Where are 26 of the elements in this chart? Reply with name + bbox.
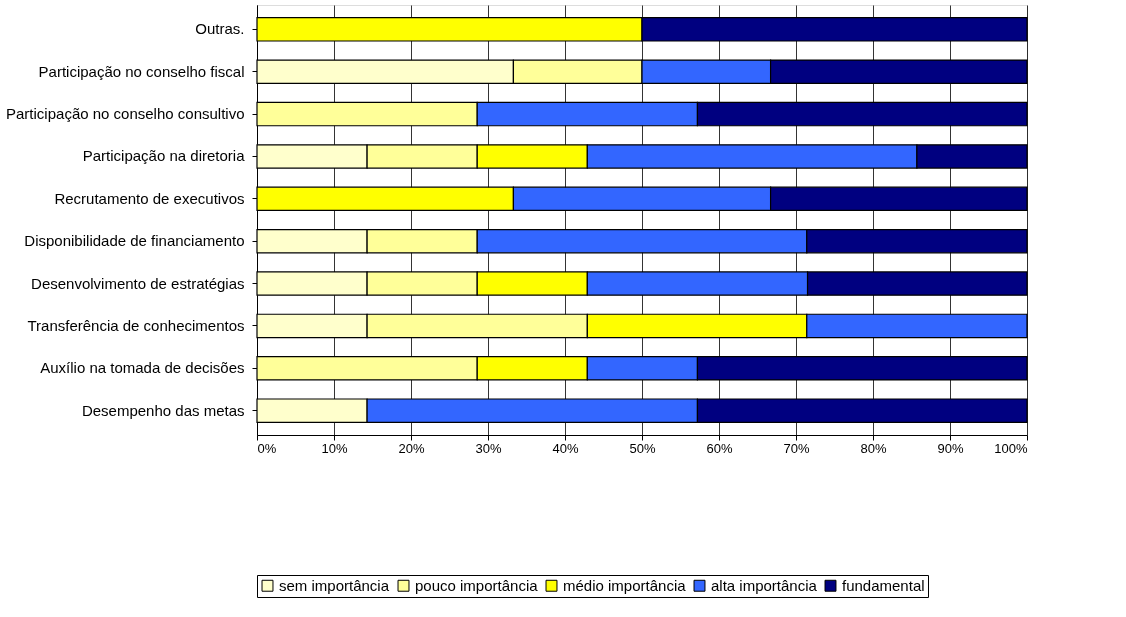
x-tick-label: 40% <box>552 440 579 456</box>
x-tick-label: 90% <box>937 440 964 456</box>
x-tick-label: 30% <box>475 440 502 456</box>
legend-label: fundamental <box>842 576 925 594</box>
y-tick-label: Disponibilidade de financiamento <box>24 232 245 250</box>
legend-label: alta importância <box>711 576 818 594</box>
y-tick-label: Auxílio na tomada de decisões <box>40 359 245 377</box>
x-tick-label: 10% <box>321 440 348 456</box>
y-tick-label: Participação no conselho fiscal <box>38 62 245 80</box>
y-tick-label: Transferência de conhecimentos <box>27 316 245 334</box>
x-tick-label: 50% <box>629 440 656 456</box>
legend-label: sem importância <box>279 576 390 594</box>
y-tick-label: Recrutamento de executivos <box>54 189 245 207</box>
x-tick-label: 100% <box>994 440 1028 456</box>
y-tick-label: Desempenho das metas <box>81 401 245 419</box>
legend-label: pouco importância <box>415 576 539 594</box>
legend-label: médio importância <box>563 576 687 594</box>
x-tick-label: 80% <box>860 440 887 456</box>
x-tick-label: 70% <box>783 440 810 456</box>
y-tick-label: Participação na diretoria <box>82 147 246 165</box>
x-tick-label: 0% <box>257 440 277 456</box>
x-tick-label: 20% <box>398 440 425 456</box>
x-tick-label: 60% <box>706 440 733 456</box>
y-tick-label: Outras. <box>195 20 245 38</box>
y-tick-label: Participação no conselho consultivo <box>6 105 245 123</box>
y-tick-label: Desenvolvimento de estratégias <box>31 274 245 292</box>
